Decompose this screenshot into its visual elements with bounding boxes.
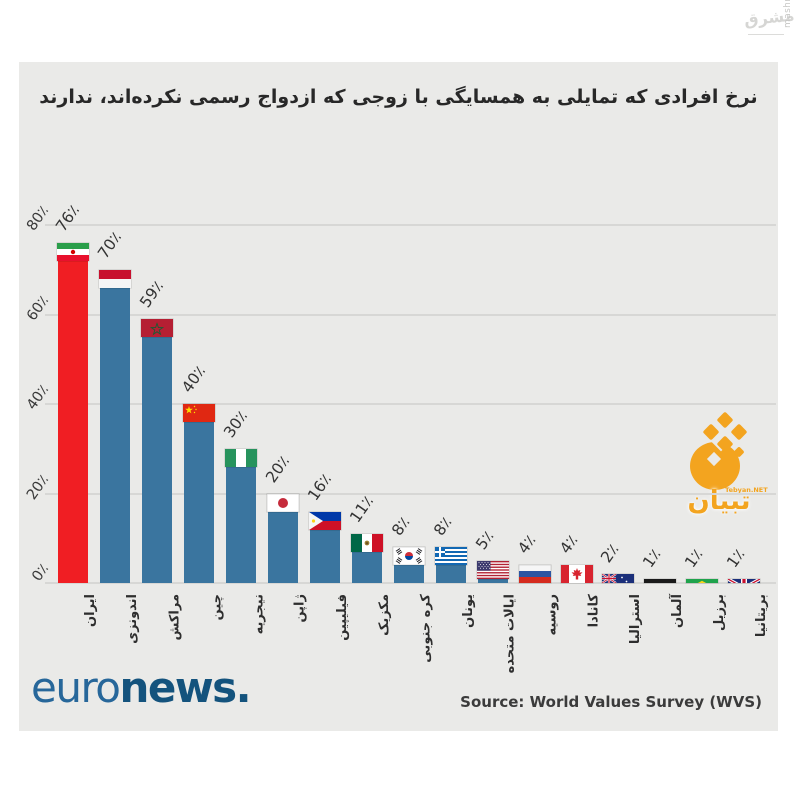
bar-value-label: 30٪: [220, 407, 252, 441]
australia-flag-icon: [602, 574, 635, 583]
y-axis-label: 0٪: [29, 561, 53, 585]
bar-value-label: 4٪: [555, 531, 581, 558]
euronews-logo-news: news.: [119, 663, 252, 712]
bar-value-label: 70٪: [94, 228, 126, 263]
china-flag-icon: [183, 404, 216, 423]
country-label-south-korea: کره جنوبی: [418, 594, 434, 663]
uk-flag-icon: [728, 578, 761, 583]
germany-flag-icon: [644, 578, 677, 583]
bar-morocco: [142, 319, 173, 583]
country-label-philippines: فیلیپین: [334, 594, 350, 641]
y-axis-label: 20٪: [24, 471, 53, 503]
bar-value-label: 11٪: [346, 492, 377, 526]
country-label-greece: یونان: [460, 594, 476, 628]
country-label-mexico: مکزیک: [376, 594, 392, 636]
tebyan-name-label: تبیان: [687, 486, 751, 516]
country-label-usa: ایالات متحده: [502, 594, 518, 674]
country-label-canada: کانادا: [586, 594, 602, 628]
japan-flag-icon: [266, 493, 299, 512]
bar-value-label: 16٪: [304, 470, 335, 504]
source-text: Source: World Values Survey (WVS): [460, 693, 762, 711]
euronews-logo-euro: euro: [31, 663, 121, 712]
canada-flag-icon: [560, 565, 593, 583]
mashregh-watermark-site: mashreghnews.ir: [783, 0, 800, 28]
bar-value-label: 1٪: [681, 545, 707, 571]
y-axis-label: 80٪: [24, 203, 53, 235]
country-label-australia: استرالیا: [628, 594, 644, 645]
bar-china: [184, 404, 215, 583]
chart-title: نرخ افرادی که تمایلی به همسایگی با زوجی …: [39, 86, 758, 108]
bar-value-label: 8٪: [387, 513, 414, 540]
gridline: [45, 224, 776, 227]
country-label-germany: آلمان: [670, 594, 686, 629]
nigeria-flag-icon: [225, 448, 257, 467]
country-label-indonesia: اندونزی: [125, 594, 141, 644]
y-axis-label: 40٪: [24, 382, 53, 414]
russia-flag-icon: [518, 565, 551, 583]
bar-value-label: 20٪: [262, 452, 293, 486]
gridline: [45, 582, 776, 584]
bar-value-label: 1٪: [723, 545, 749, 571]
country-label-uk: بریتانیا: [754, 594, 770, 638]
bar-value-label: 8٪: [429, 513, 456, 540]
usa-flag-icon: [476, 560, 509, 579]
philippines-flag-icon: [308, 511, 341, 530]
bar-nigeria: [226, 448, 256, 583]
brazil-flag-icon: [686, 578, 719, 583]
south-korea-flag-icon: [392, 547, 425, 566]
iran-flag-icon: [57, 243, 90, 262]
country-label-china: چین: [209, 594, 225, 621]
tebyan-net-label: Tebyan.NET: [725, 486, 768, 494]
gridline: [45, 313, 776, 316]
euronews-logo: euronews.: [31, 663, 252, 712]
country-label-nigeria: نیجریه: [251, 594, 266, 635]
tebyan-pixel-icon: [716, 411, 734, 429]
bar-iran: [58, 243, 89, 583]
greece-flag-icon: [434, 547, 467, 566]
country-label-russia: روسیه: [544, 594, 560, 636]
country-label-japan: ژاپن: [292, 594, 308, 623]
bar-value-label: 40٪: [178, 362, 210, 397]
indonesia-flag-icon: [99, 270, 132, 289]
tebyan-bowl-icon: [690, 442, 740, 490]
bar-indonesia: [100, 270, 131, 583]
y-axis-label: 60٪: [24, 293, 53, 324]
mexico-flag-icon: [350, 533, 383, 552]
bar-value-label: 2٪: [597, 540, 623, 567]
tebyan-logo: Tebyan.NET تبیان: [667, 411, 777, 524]
bar-value-label: 76٪: [52, 201, 84, 236]
gridline: [45, 403, 776, 406]
bar-value-label: 59٪: [136, 277, 168, 312]
bar-value-label: 5٪: [471, 527, 498, 553]
chart-card: نرخ افرادی که تمایلی به همسایگی با زوجی …: [19, 62, 778, 731]
country-label-brazil: برزیل: [712, 594, 728, 631]
country-label-morocco: مراکش: [167, 594, 183, 641]
tebyan-pixel-icon: [730, 423, 748, 441]
bar-value-label: 4٪: [513, 531, 539, 558]
country-label-iran: ایران: [83, 594, 99, 627]
bar-value-label: 1٪: [639, 545, 665, 571]
morocco-flag-icon: [141, 319, 174, 338]
mashregh-watermark-line: [748, 34, 784, 35]
gridline: [45, 492, 776, 495]
